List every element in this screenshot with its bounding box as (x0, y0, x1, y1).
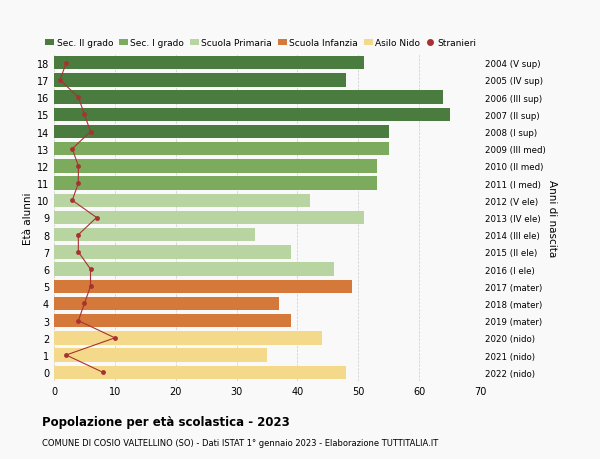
Bar (54, 314, 292, 328)
Text: Popolazione per età scolastica - 2023: Popolazione per età scolastica - 2023 (42, 415, 290, 428)
Bar (54, 280, 352, 293)
Bar (54, 91, 443, 105)
Y-axis label: Età alunni: Età alunni (23, 192, 32, 244)
Bar (54, 229, 255, 242)
Bar (54, 74, 346, 88)
Bar (54, 246, 292, 259)
Y-axis label: Anni di nascita: Anni di nascita (547, 179, 557, 257)
Bar (54, 126, 389, 139)
Bar (54, 160, 377, 173)
Bar (54, 331, 322, 345)
Text: COMUNE DI COSIO VALTELLINO (SO) - Dati ISTAT 1° gennaio 2023 - Elaborazione TUTT: COMUNE DI COSIO VALTELLINO (SO) - Dati I… (42, 438, 438, 448)
Bar (54, 108, 449, 122)
Bar (54, 177, 377, 190)
Bar (54, 297, 279, 310)
Legend: Sec. II grado, Sec. I grado, Scuola Primaria, Scuola Infanzia, Asilo Nido, Stran: Sec. II grado, Sec. I grado, Scuola Prim… (41, 36, 480, 52)
Bar (54, 57, 364, 70)
Bar (54, 366, 346, 379)
Bar (54, 194, 310, 207)
Bar (54, 263, 334, 276)
Bar (54, 211, 364, 225)
Bar (54, 143, 389, 156)
Bar (54, 348, 267, 362)
